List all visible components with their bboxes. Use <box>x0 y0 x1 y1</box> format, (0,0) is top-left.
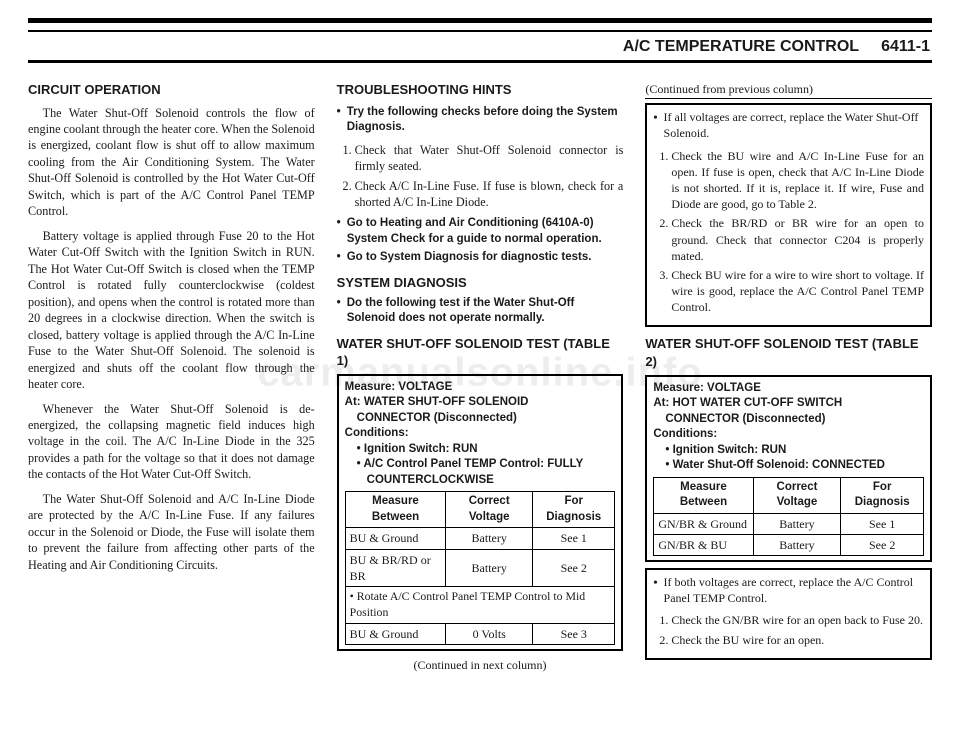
cond-line: At: WATER SHUT-OFF SOLENOID <box>345 396 529 408</box>
list-item: Try the following checks before doing th… <box>347 105 624 136</box>
box2-num: Check the GN/BR wire for an open back to… <box>671 612 924 647</box>
list-item: Check the BR/RD or BR wire for an open t… <box>671 215 924 264</box>
td: Battery <box>446 528 533 549</box>
cond-line: • A/C Control Panel TEMP Control: FULLY <box>345 457 616 473</box>
cond-line: Conditions: <box>653 428 717 440</box>
cond-line: Measure: VOLTAGE <box>653 382 761 394</box>
section-title: A/C TEMPERATURE CONTROL <box>623 38 859 56</box>
td: See 3 <box>533 623 615 644</box>
table-row: GN/BR & BU Battery See 2 <box>654 534 924 555</box>
cond-line: COUNTERCLOCKWISE <box>345 473 616 489</box>
cond-line: CONNECTOR (Disconnected) <box>345 411 616 427</box>
th: Measure Between <box>654 477 753 513</box>
table1-conditions: Measure: VOLTAGE At: WATER SHUT-OFF SOLE… <box>345 380 616 489</box>
table2-conditions: Measure: VOLTAGE At: HOT WATER CUT-OFF S… <box>653 381 924 474</box>
col2-h2: SYSTEM DIAGNOSIS <box>337 274 624 292</box>
cond-line: • Ignition Switch: RUN <box>653 443 924 459</box>
cond-line: Measure: VOLTAGE <box>345 381 453 393</box>
td: GN/BR & BU <box>654 534 753 555</box>
table-row: BU & BR/RD or BR Battery See 2 <box>345 549 615 586</box>
list-item: Check BU wire for a wire to wire short t… <box>671 267 924 316</box>
th: Correct Voltage <box>446 492 533 528</box>
col-1: CIRCUIT OPERATION The Water Shut-Off Sol… <box>28 81 315 673</box>
td: See 1 <box>841 513 924 534</box>
table1: Measure Between Correct Voltage For Diag… <box>345 491 616 645</box>
list-item: Check the BU wire for an open. <box>671 632 924 648</box>
col2-bullets2: Go to Heating and Air Conditioning (6410… <box>337 216 624 266</box>
table1-box: Measure: VOLTAGE At: WATER SHUT-OFF SOLE… <box>337 374 624 651</box>
list-item: Go to Heating and Air Conditioning (6410… <box>347 216 624 247</box>
table2-box: Measure: VOLTAGE At: HOT WATER CUT-OFF S… <box>645 375 932 563</box>
td: See 2 <box>533 549 615 586</box>
list-item: If all voltages are correct, replace the… <box>664 109 924 141</box>
cond-line: • Water Shut-Off Solenoid: CONNECTED <box>653 458 924 474</box>
header-row: A/C TEMPERATURE CONTROL 6411-1 <box>28 36 932 63</box>
columns: CIRCUIT OPERATION The Water Shut-Off Sol… <box>28 81 932 673</box>
th: Correct Voltage <box>753 477 841 513</box>
th: For Diagnosis <box>533 492 615 528</box>
header-rule <box>28 18 932 32</box>
list-item: Go to System Diagnosis for diagnostic te… <box>347 250 592 266</box>
td: See 1 <box>533 528 615 549</box>
td: GN/BR & Ground <box>654 513 753 534</box>
box2-bullets: If both voltages are correct, replace th… <box>653 574 924 606</box>
col2-num1: Check that Water Shut-Off Solenoid conne… <box>355 142 624 211</box>
list-item: Check the BU wire and A/C In-Line Fuse f… <box>671 148 924 213</box>
col-2: TROUBLESHOOTING HINTS Try the following … <box>337 81 624 673</box>
col3-box1: If all voltages are correct, replace the… <box>645 103 932 327</box>
col1-p2: Battery voltage is applied through Fuse … <box>28 228 315 393</box>
td: BU & Ground <box>345 528 446 549</box>
cond-line: Conditions: <box>345 427 409 439</box>
col3-h: WATER SHUT-OFF SOLENOID TEST (TABLE 2) <box>645 335 932 370</box>
td: BU & Ground <box>345 623 446 644</box>
td: BU & BR/RD or BR <box>345 549 446 586</box>
col3-box2: If both voltages are correct, replace th… <box>645 568 932 660</box>
th: For Diagnosis <box>841 477 924 513</box>
td: • Rotate A/C Control Panel TEMP Control … <box>345 586 615 623</box>
col2-bullets3: Do the following test if the Water Shut-… <box>337 296 624 327</box>
td: Battery <box>753 534 841 555</box>
table2: Measure Between Correct Voltage For Diag… <box>653 477 924 556</box>
table-row: GN/BR & Ground Battery See 1 <box>654 513 924 534</box>
list-item: Check the GN/BR wire for an open back to… <box>671 612 924 628</box>
col1-p3: Whenever the Water Shut-Off Solenoid is … <box>28 401 315 483</box>
table-row: BU & Ground 0 Volts See 3 <box>345 623 615 644</box>
th: Measure Between <box>345 492 446 528</box>
box1-bullets: If all voltages are correct, replace the… <box>653 109 924 141</box>
cond-line: CONNECTOR (Disconnected) <box>653 412 924 428</box>
list-item: Check A/C In-Line Fuse. If fuse is blown… <box>355 178 624 211</box>
list-item: If both voltages are correct, replace th… <box>664 574 924 606</box>
td: Battery <box>753 513 841 534</box>
table-row: BU & Ground Battery See 1 <box>345 528 615 549</box>
td: Battery <box>446 549 533 586</box>
cond-line: • Ignition Switch: RUN <box>345 442 616 458</box>
box1-num: Check the BU wire and A/C In-Line Fuse f… <box>671 148 924 316</box>
td: See 2 <box>841 534 924 555</box>
col2-h1: TROUBLESHOOTING HINTS <box>337 81 624 99</box>
col1-p1: The Water Shut-Off Solenoid controls the… <box>28 105 315 220</box>
col2-h3: WATER SHUT-OFF SOLENOID TEST (TABLE 1) <box>337 335 624 370</box>
td: 0 Volts <box>446 623 533 644</box>
col1-heading: CIRCUIT OPERATION <box>28 81 315 99</box>
table-note-row: • Rotate A/C Control Panel TEMP Control … <box>345 586 615 623</box>
continued-prev: (Continued from previous column) <box>645 81 932 99</box>
page-code: 6411-1 <box>881 38 930 56</box>
cond-line: At: HOT WATER CUT-OFF SWITCH <box>653 397 842 409</box>
col-3: (Continued from previous column) If all … <box>645 81 932 673</box>
col1-p4: The Water Shut-Off Solenoid and A/C In-L… <box>28 491 315 573</box>
list-item: Do the following test if the Water Shut-… <box>347 296 624 327</box>
list-item: Check that Water Shut-Off Solenoid conne… <box>355 142 624 175</box>
continued-next: (Continued in next column) <box>337 657 624 673</box>
col2-bullets1: Try the following checks before doing th… <box>337 105 624 136</box>
